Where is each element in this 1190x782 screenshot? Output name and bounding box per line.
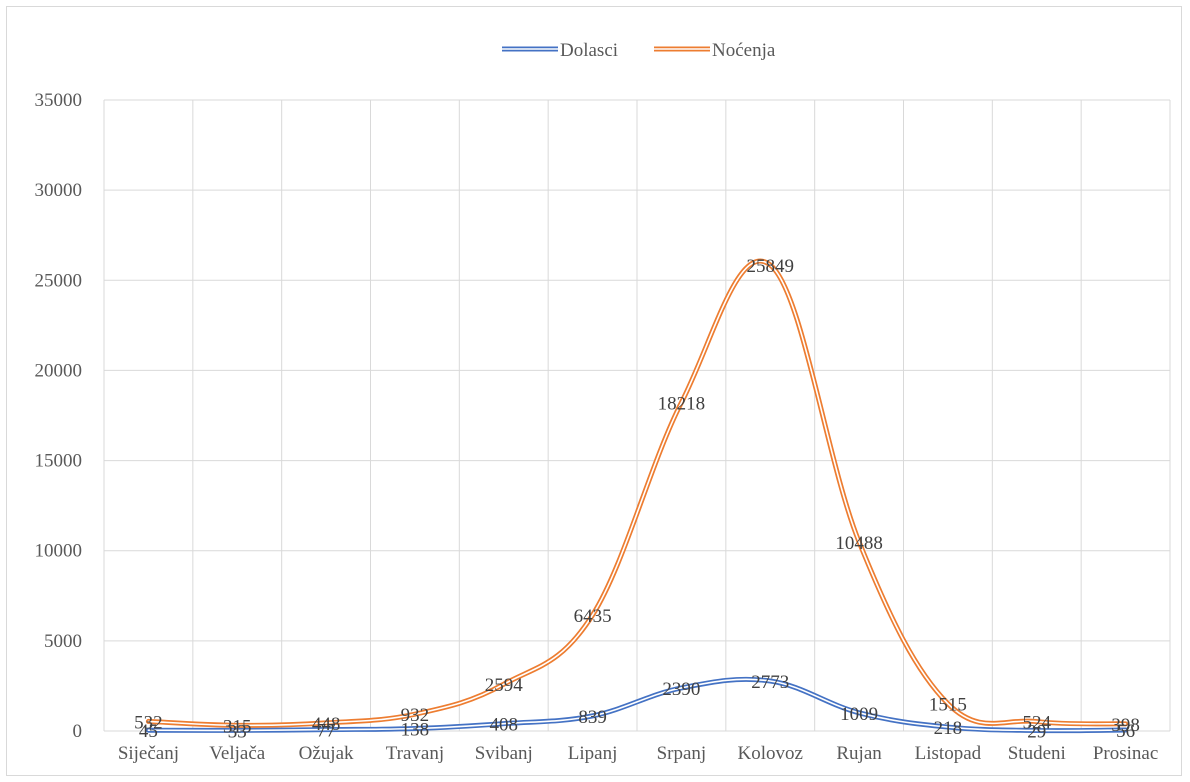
y-tick-label: 35000 xyxy=(35,90,83,111)
x-axis: Siječanj Veljača Ožujak Travanj Svibanj Lipan… xyxy=(118,743,1158,764)
data-label: 10488 xyxy=(835,533,883,554)
x-tick-label: Svibanj xyxy=(475,743,533,764)
data-label: 532 xyxy=(134,712,163,733)
data-label: 45 xyxy=(139,721,158,742)
data-label: 1515 xyxy=(929,695,967,716)
legend: Dolasci Noćenja xyxy=(502,40,776,61)
x-tick-label: Studeni xyxy=(1008,743,1066,764)
data-label: 398 xyxy=(1111,715,1140,736)
data-label: 25849 xyxy=(747,256,795,277)
y-axis: 0 5000 10000 15000 20000 25000 30000 35000 xyxy=(35,90,83,742)
y-tick-label: 30000 xyxy=(35,180,83,201)
y-tick-label: 10000 xyxy=(35,541,83,562)
x-tick-label: Listopad xyxy=(915,743,982,764)
legend-item-dolasci: Dolasci xyxy=(502,40,618,61)
x-tick-label: Kolovoz xyxy=(738,743,803,764)
data-label: 932 xyxy=(401,705,430,726)
legend-item-noćenja: Noćenja xyxy=(654,40,776,61)
x-tick-label: Lipanj xyxy=(568,743,618,764)
y-tick-label: 5000 xyxy=(44,631,82,652)
x-tick-label: Prosinac xyxy=(1093,743,1158,764)
gridlines xyxy=(103,99,1171,732)
y-tick-label: 0 xyxy=(73,721,83,742)
data-label: 524 xyxy=(1023,713,1052,734)
legend-label: Dolasci xyxy=(560,40,618,61)
legend-label: Noćenja xyxy=(712,40,776,61)
data-label: 1009 xyxy=(840,704,878,725)
data-label: 839 xyxy=(578,707,607,728)
series-noćenja xyxy=(145,258,1129,728)
chart-frame xyxy=(6,6,1182,776)
y-tick-label: 20000 xyxy=(35,360,83,381)
series-dolasci xyxy=(145,676,1129,734)
data-label: 448 xyxy=(312,714,341,735)
data-label: 138 xyxy=(401,720,430,741)
data-label: 29 xyxy=(1027,721,1046,742)
data-label: 33 xyxy=(228,721,247,742)
x-tick-label: Rujan xyxy=(836,743,882,764)
data-label: 77 xyxy=(317,721,336,742)
data-labels: 45 33 77 138 408 839 2390 2773 1009 218 29 56 532 315… xyxy=(134,256,1140,742)
series-lines xyxy=(145,258,1129,734)
data-label: 315 xyxy=(223,716,252,737)
data-label: 18218 xyxy=(658,394,706,415)
y-tick-label: 25000 xyxy=(35,270,83,291)
data-label: 2773 xyxy=(751,672,789,693)
x-tick-label: Travanj xyxy=(386,743,444,764)
data-label: 6435 xyxy=(574,606,612,627)
data-label: 218 xyxy=(934,718,963,739)
series-line-inner xyxy=(147,260,1127,727)
series-line-inner xyxy=(147,678,1127,732)
x-tick-label: Veljača xyxy=(209,743,265,764)
data-label: 2390 xyxy=(662,679,700,700)
x-tick-label: Srpanj xyxy=(657,743,707,764)
x-tick-label: Siječanj xyxy=(118,743,179,764)
data-label: 408 xyxy=(490,715,519,736)
x-tick-label: Ožujak xyxy=(299,743,354,764)
y-tick-label: 15000 xyxy=(35,451,83,472)
data-label: 2594 xyxy=(485,675,524,696)
data-label: 56 xyxy=(1116,721,1135,742)
